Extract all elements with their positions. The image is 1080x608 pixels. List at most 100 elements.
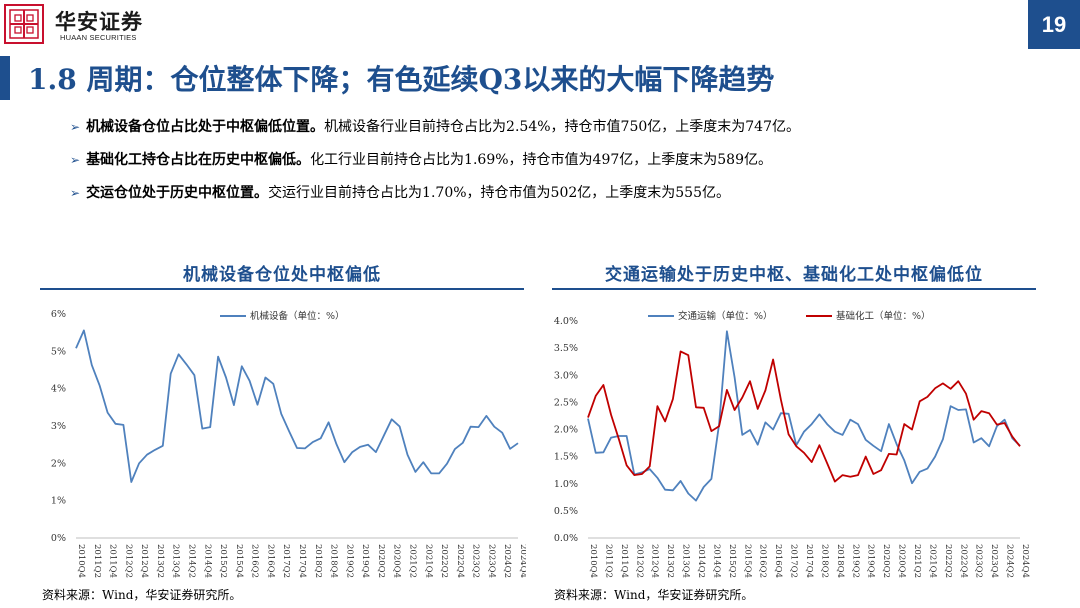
bullet-item: ➢ 交运仓位处于历史中枢位置。交运行业目前持仓占比为1.70%，持仓市值为502亿… <box>70 182 800 215</box>
x-tick-label: 2018Q4 <box>329 544 339 578</box>
bullet-heading: 机械设备仓位占比处于中枢偏低位置。 <box>86 119 325 135</box>
x-tick-label: 2013Q4 <box>681 544 691 578</box>
y-tick-label: 2% <box>51 458 66 469</box>
x-tick-label: 2013Q4 <box>171 544 181 578</box>
x-tick-label: 2011Q4 <box>108 544 118 578</box>
chart-title-machinery: 机械设备仓位处中枢偏低 <box>183 265 381 285</box>
x-tick-label: 2020Q2 <box>881 544 891 578</box>
bullet-heading: 交运仓位处于历史中枢位置。 <box>86 185 269 201</box>
y-tick-label: 0.0% <box>554 533 578 544</box>
y-tick-label: 5% <box>51 346 66 357</box>
x-tick-label: 2015Q2 <box>727 544 737 578</box>
bullet-heading: 基础化工持仓占比在历史中枢偏低。 <box>86 152 311 168</box>
x-tick-label: 2011Q2 <box>92 544 102 578</box>
x-tick-label: 2024Q2 <box>1005 544 1015 578</box>
x-tick-label: 2018Q2 <box>313 544 323 578</box>
y-tick-label: 4.0% <box>554 316 578 327</box>
x-tick-label: 2023Q4 <box>989 544 999 578</box>
x-tick-label: 2023Q4 <box>486 544 496 578</box>
x-tick-label: 2022Q4 <box>958 544 968 578</box>
company-name-en: HUAAN SECURITIES <box>60 33 137 42</box>
x-tick-label: 2011Q2 <box>603 544 613 578</box>
x-tick-label: 2016Q2 <box>758 544 768 578</box>
y-tick-label: 1.5% <box>554 452 578 463</box>
chart-title-transport-chemical: 交通运输处于历史中枢、基础化工处中枢偏低位 <box>605 265 983 285</box>
x-tick-label: 2024Q4 <box>518 544 526 578</box>
x-tick-label: 2022Q2 <box>439 544 449 578</box>
x-tick-label: 2014Q2 <box>696 544 706 578</box>
x-tick-label: 2021Q2 <box>912 544 922 578</box>
bullet-item: ➢ 基础化工持仓占比在历史中枢偏低。化工行业目前持仓占比为1.69%，持仓市值为4… <box>70 149 800 182</box>
x-tick-label: 2024Q4 <box>1020 544 1030 578</box>
x-tick-label: 2023Q2 <box>974 544 984 578</box>
bullet-list: ➢ 机械设备仓位占比处于中枢偏低位置。机械设备行业目前持仓占比为2.54%，持仓市… <box>70 116 800 215</box>
y-tick-label: 2.5% <box>554 397 578 408</box>
x-tick-label: 2018Q2 <box>819 544 829 578</box>
x-tick-label: 2010Q4 <box>588 544 598 578</box>
series-line <box>587 350 1021 483</box>
bullet-text: 交运行业目前持仓占比为1.70%，持仓市值为502亿，上季度末为555亿。 <box>268 185 730 201</box>
arrow-bullet-icon: ➢ <box>70 120 81 134</box>
y-tick-label: 0.5% <box>554 506 578 517</box>
company-name-cn: 华安证券 <box>55 9 143 34</box>
y-tick-label: 2.0% <box>554 425 578 436</box>
x-tick-label: 2014Q4 <box>202 544 212 578</box>
x-tick-label: 2022Q4 <box>455 544 465 578</box>
x-tick-label: 2020Q2 <box>376 544 386 578</box>
legend-label: 基础化工（单位：%） <box>836 310 931 322</box>
x-tick-label: 2023Q2 <box>471 544 481 578</box>
slide-title: 1.8 周期：仓位整体下降；有色延续Q3以来的大幅下降趋势 <box>28 63 775 96</box>
y-tick-label: 4% <box>51 384 66 395</box>
x-tick-label: 2019Q2 <box>344 544 354 578</box>
x-tick-label: 2019Q4 <box>866 544 876 578</box>
x-tick-label: 2018Q4 <box>835 544 845 578</box>
x-tick-label: 2017Q4 <box>804 544 814 578</box>
y-tick-label: 1.0% <box>554 479 578 490</box>
x-tick-label: 2010Q4 <box>76 544 86 578</box>
x-tick-label: 2020Q4 <box>392 544 402 578</box>
x-tick-label: 2012Q4 <box>650 544 660 578</box>
x-tick-label: 2012Q4 <box>139 544 149 578</box>
x-tick-label: 2016Q4 <box>773 544 783 578</box>
y-tick-label: 3.0% <box>554 370 578 381</box>
source-note: 资料来源：Wind，华安证券研究所。 <box>554 588 754 602</box>
x-tick-label: 2017Q4 <box>297 544 307 578</box>
y-tick-label: 1% <box>51 496 66 507</box>
x-tick-label: 2015Q4 <box>234 544 244 578</box>
legend-label: 交通运输（单位：%） <box>678 310 773 322</box>
x-tick-label: 2021Q4 <box>423 544 433 578</box>
bullet-text: 化工行业目前持仓占比为1.69%，持仓市值为497亿，上季度末为589亿。 <box>310 152 772 168</box>
chart-title-rule <box>40 288 524 290</box>
y-tick-label: 3% <box>51 421 66 432</box>
x-tick-label: 2020Q4 <box>897 544 907 578</box>
transport-chemical-position-chart: 0.0% 0.5% 1.0% 1.5% 2.0% 2.5% 3.0% 3.5% 4.0% 2010… <box>554 310 1030 578</box>
machinery-position-chart: 0% 1% 2% 3% 4% 5% 6% 2010Q4 2011Q2 2011Q4 2012Q2 20… <box>51 309 526 578</box>
bullet-text: 机械设备行业目前持仓占比为2.54%，持仓市值750亿，上季度末为747亿。 <box>324 119 800 135</box>
x-tick-label: 2017Q2 <box>789 544 799 578</box>
x-tick-label: 2016Q4 <box>265 544 275 578</box>
x-tick-label: 2014Q2 <box>187 544 197 578</box>
arrow-bullet-icon: ➢ <box>70 153 81 167</box>
series-line <box>587 330 1021 502</box>
source-note: 资料来源：Wind，华安证券研究所。 <box>42 588 242 602</box>
x-tick-label: 2012Q2 <box>634 544 644 578</box>
x-tick-label: 2011Q4 <box>619 544 629 578</box>
company-logo-mark <box>4 4 44 44</box>
x-tick-label: 2019Q2 <box>850 544 860 578</box>
x-tick-label: 2024Q2 <box>502 544 512 578</box>
bullet-item: ➢ 机械设备仓位占比处于中枢偏低位置。机械设备行业目前持仓占比为2.54%，持仓市… <box>70 116 800 149</box>
y-tick-label: 0% <box>51 533 66 544</box>
legend-label: 机械设备（单位：%） <box>250 310 345 322</box>
y-tick-label: 3.5% <box>554 343 578 354</box>
x-tick-label: 2015Q2 <box>218 544 228 578</box>
page-number: 19 <box>1028 0 1080 49</box>
arrow-bullet-icon: ➢ <box>70 186 81 200</box>
x-tick-label: 2016Q2 <box>250 544 260 578</box>
series-line <box>75 329 519 483</box>
x-tick-label: 2022Q2 <box>943 544 953 578</box>
x-tick-label: 2021Q4 <box>927 544 937 578</box>
chart-title-rule <box>552 288 1036 290</box>
x-tick-label: 2013Q2 <box>155 544 165 578</box>
x-tick-label: 2019Q4 <box>360 544 370 578</box>
x-tick-label: 2017Q2 <box>281 544 291 578</box>
